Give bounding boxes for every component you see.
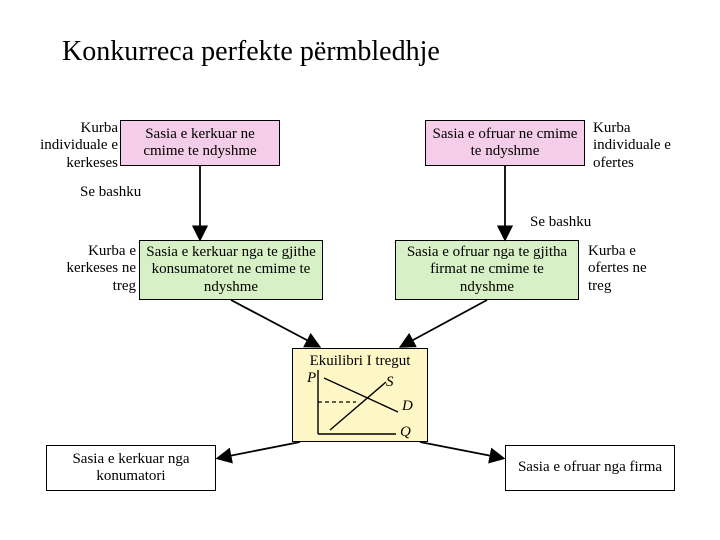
- page-title: Konkurreca perfekte përmbledhje: [62, 36, 440, 68]
- box-demand-prices: Sasia e kerkuar ne cmime te ndyshme: [120, 120, 280, 166]
- equilibrium-title: Ekuilibri I tregut: [310, 353, 411, 370]
- label-market-demand-curve: Kurba e kerkeses ne treg: [48, 243, 136, 295]
- box-all-firms-supply: Sasia e ofruar nga te gjitha firmat ne c…: [395, 240, 579, 300]
- axis-label-S: S: [386, 374, 394, 391]
- label-individual-demand-curve: Kurba individuale e kerkeses: [38, 120, 118, 172]
- axis-label-P: P: [307, 370, 316, 387]
- box-all-consumers-demand: Sasia e kerkuar nga te gjithe konsumator…: [139, 240, 323, 300]
- axis-label-Q: Q: [400, 424, 411, 441]
- box-consumer-qty: Sasia e kerkuar nga konumatori: [46, 445, 216, 491]
- box-supply-prices: Sasia e ofruar ne cmime te ndyshme: [425, 120, 585, 166]
- label-market-supply-curve: Kurba e ofertes ne treg: [588, 243, 664, 295]
- box-firm-qty: Sasia e ofruar nga firma: [505, 445, 675, 491]
- axis-label-D: D: [402, 398, 413, 415]
- label-se-bashku-left: Se bashku: [80, 184, 141, 201]
- label-individual-supply-curve: Kurba individuale e ofertes: [593, 120, 679, 172]
- label-se-bashku-right: Se bashku: [530, 214, 591, 231]
